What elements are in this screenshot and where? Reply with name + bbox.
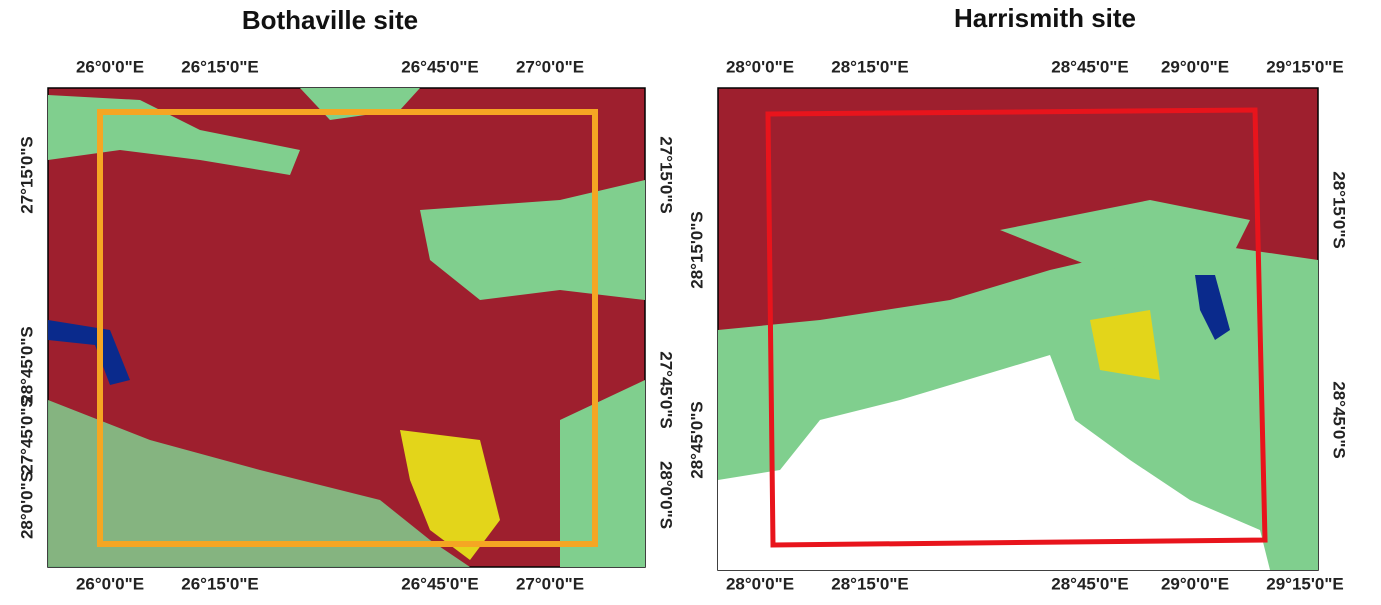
bottom-coordinate-label: 26°15'0"E xyxy=(181,574,259,593)
top-coordinate-label: 29°0'0"E xyxy=(1161,57,1229,76)
top-coordinate-label: 26°0'0"E xyxy=(76,57,144,76)
bottom-coordinate-label: 29°0'0"E xyxy=(1161,574,1229,593)
bottom-coordinate-label: 26°45'0"E xyxy=(401,574,479,593)
bottom-coordinate-label: 29°15'0"E xyxy=(1266,574,1344,593)
bottom-coordinate-label: 28°15'0"E xyxy=(831,574,909,593)
right-coordinate-label: 27°15'0"S xyxy=(657,136,676,214)
top-coordinate-label: 28°0'0"E xyxy=(726,57,794,76)
top-coordinate-label: 26°45'0"E xyxy=(401,57,479,76)
harrismith-map xyxy=(718,88,1318,570)
left-coordinate-label: 27°45'0"S xyxy=(17,396,36,474)
figure: Bothaville site 26°0'0"E 26°15'0"E 26°45'0"… xyxy=(0,0,1381,605)
top-coordinate-label: 28°45'0"E xyxy=(1051,57,1129,76)
left-coordinate-label: 28°45'0"S xyxy=(17,326,36,404)
panel-title: Harrismith site xyxy=(954,3,1136,33)
right-coordinate-label: 28°15'0"S xyxy=(1330,171,1349,249)
left-coordinate-label: 28°0'0"S xyxy=(17,471,36,539)
right-coordinate-label: 28°0'0"S xyxy=(657,461,676,529)
right-coordinate-label: 28°45'0"S xyxy=(1330,381,1349,459)
bottom-coordinate-label: 27°0'0"E xyxy=(516,574,584,593)
top-coordinate-label: 28°15'0"E xyxy=(831,57,909,76)
bottom-coordinate-label: 28°45'0"E xyxy=(1051,574,1129,593)
top-coordinate-label: 29°15'0"E xyxy=(1266,57,1344,76)
top-coordinate-label: 26°15'0"E xyxy=(181,57,259,76)
panel-title: Bothaville site xyxy=(242,5,418,35)
left-coordinate-label: 28°45'0"S xyxy=(687,401,706,479)
left-coordinate-label: 28°15'0"S xyxy=(687,211,706,289)
bottom-coordinate-label: 28°0'0"E xyxy=(726,574,794,593)
left-coordinate-label: 27°15'0"S xyxy=(17,136,36,214)
bottom-coordinate-label: 26°0'0"E xyxy=(76,574,144,593)
right-coordinate-label: 27°45'0"S xyxy=(657,351,676,429)
bothaville-map xyxy=(48,88,645,567)
top-coordinate-label: 27°0'0"E xyxy=(516,57,584,76)
